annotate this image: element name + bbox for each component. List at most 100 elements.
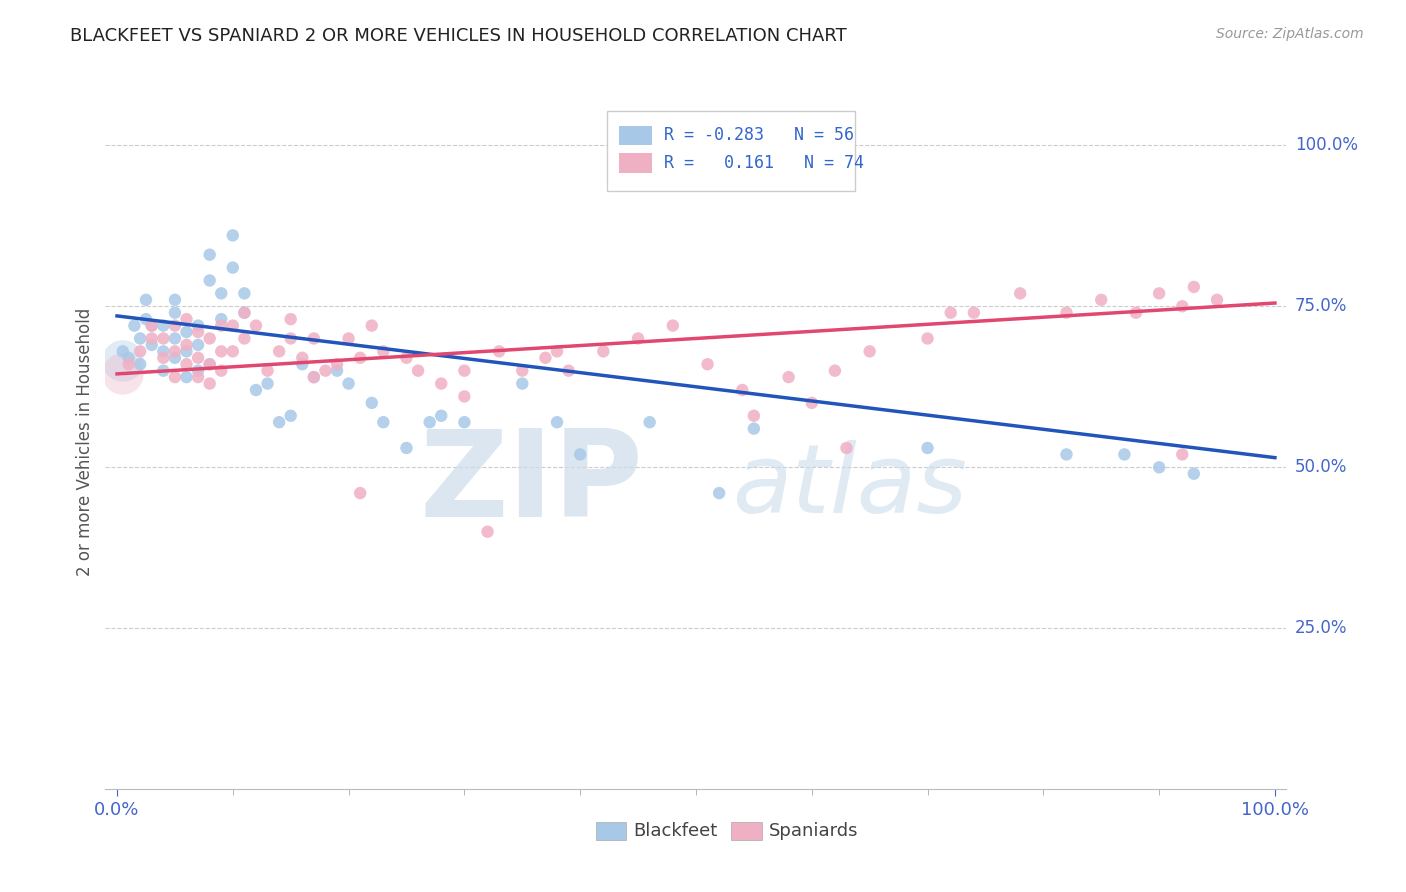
Point: [326, 357, 349, 371]
Point: [859, 344, 882, 359]
Point: [198, 357, 221, 371]
Text: 100.0%: 100.0%: [1295, 136, 1358, 154]
Point: [557, 364, 579, 378]
Point: [638, 415, 661, 429]
FancyBboxPatch shape: [607, 111, 855, 191]
Point: [835, 441, 858, 455]
Point: [1010, 286, 1032, 301]
Point: [163, 370, 186, 384]
Point: [176, 370, 198, 384]
Text: 25.0%: 25.0%: [1295, 619, 1347, 638]
Point: [245, 383, 267, 397]
Text: 50.0%: 50.0%: [1295, 458, 1347, 476]
Point: [135, 312, 157, 326]
Point: [233, 286, 256, 301]
Point: [222, 344, 245, 359]
Point: [187, 338, 209, 352]
Point: [163, 351, 186, 365]
Text: R =   0.161   N = 74: R = 0.161 N = 74: [664, 154, 865, 172]
Point: [1171, 299, 1194, 313]
Point: [269, 415, 291, 429]
Point: [707, 486, 730, 500]
Point: [534, 351, 557, 365]
Point: [406, 364, 429, 378]
Point: [1056, 306, 1078, 320]
Point: [824, 364, 846, 378]
Point: [187, 364, 209, 378]
Point: [302, 331, 325, 345]
Point: [373, 415, 395, 429]
Point: [187, 351, 209, 365]
Point: [1182, 280, 1205, 294]
Point: [742, 409, 765, 423]
Point: [337, 376, 360, 391]
Point: [209, 344, 232, 359]
Point: [280, 312, 302, 326]
Point: [627, 331, 650, 345]
Point: [326, 364, 349, 378]
Point: [939, 306, 962, 320]
Point: [141, 331, 163, 345]
Text: Source: ZipAtlas.com: Source: ZipAtlas.com: [1216, 27, 1364, 41]
Point: [337, 331, 360, 345]
Text: 75.0%: 75.0%: [1295, 297, 1347, 315]
Point: [477, 524, 499, 539]
Point: [176, 325, 198, 339]
Text: Blackfeet: Blackfeet: [633, 822, 717, 840]
Point: [111, 367, 134, 381]
FancyBboxPatch shape: [596, 822, 626, 839]
Point: [453, 364, 475, 378]
Point: [453, 415, 475, 429]
Point: [269, 344, 291, 359]
Point: [430, 376, 453, 391]
Point: [176, 357, 198, 371]
Point: [569, 447, 592, 461]
Point: [291, 357, 314, 371]
Point: [209, 312, 232, 326]
Point: [152, 344, 174, 359]
Point: [302, 370, 325, 384]
Point: [198, 331, 221, 345]
Point: [742, 422, 765, 436]
Point: [800, 396, 823, 410]
Point: [373, 344, 395, 359]
Point: [163, 331, 186, 345]
Point: [209, 364, 232, 378]
Point: [129, 331, 152, 345]
Point: [152, 364, 174, 378]
Point: [419, 415, 441, 429]
Point: [135, 293, 157, 307]
Point: [163, 293, 186, 307]
Point: [222, 260, 245, 275]
Point: [129, 344, 152, 359]
Point: [187, 325, 209, 339]
Point: [152, 318, 174, 333]
Point: [1056, 447, 1078, 461]
Point: [233, 306, 256, 320]
Point: [176, 312, 198, 326]
Point: [1206, 293, 1229, 307]
Point: [696, 357, 718, 371]
Point: [1147, 460, 1170, 475]
Text: R = -0.283   N = 56: R = -0.283 N = 56: [664, 127, 853, 145]
Point: [510, 376, 533, 391]
Point: [233, 331, 256, 345]
Point: [117, 357, 139, 371]
Point: [280, 331, 302, 345]
Point: [395, 441, 418, 455]
Point: [141, 338, 163, 352]
Point: [360, 318, 382, 333]
Point: [111, 344, 134, 359]
Text: ZIP: ZIP: [419, 425, 643, 541]
Point: [280, 409, 302, 423]
Point: [291, 351, 314, 365]
Point: [187, 370, 209, 384]
Point: [198, 248, 221, 262]
Point: [453, 389, 475, 403]
Point: [963, 306, 986, 320]
Point: [488, 344, 510, 359]
Text: Spaniards: Spaniards: [769, 822, 859, 840]
Point: [233, 306, 256, 320]
Point: [430, 409, 453, 423]
Point: [141, 318, 163, 333]
